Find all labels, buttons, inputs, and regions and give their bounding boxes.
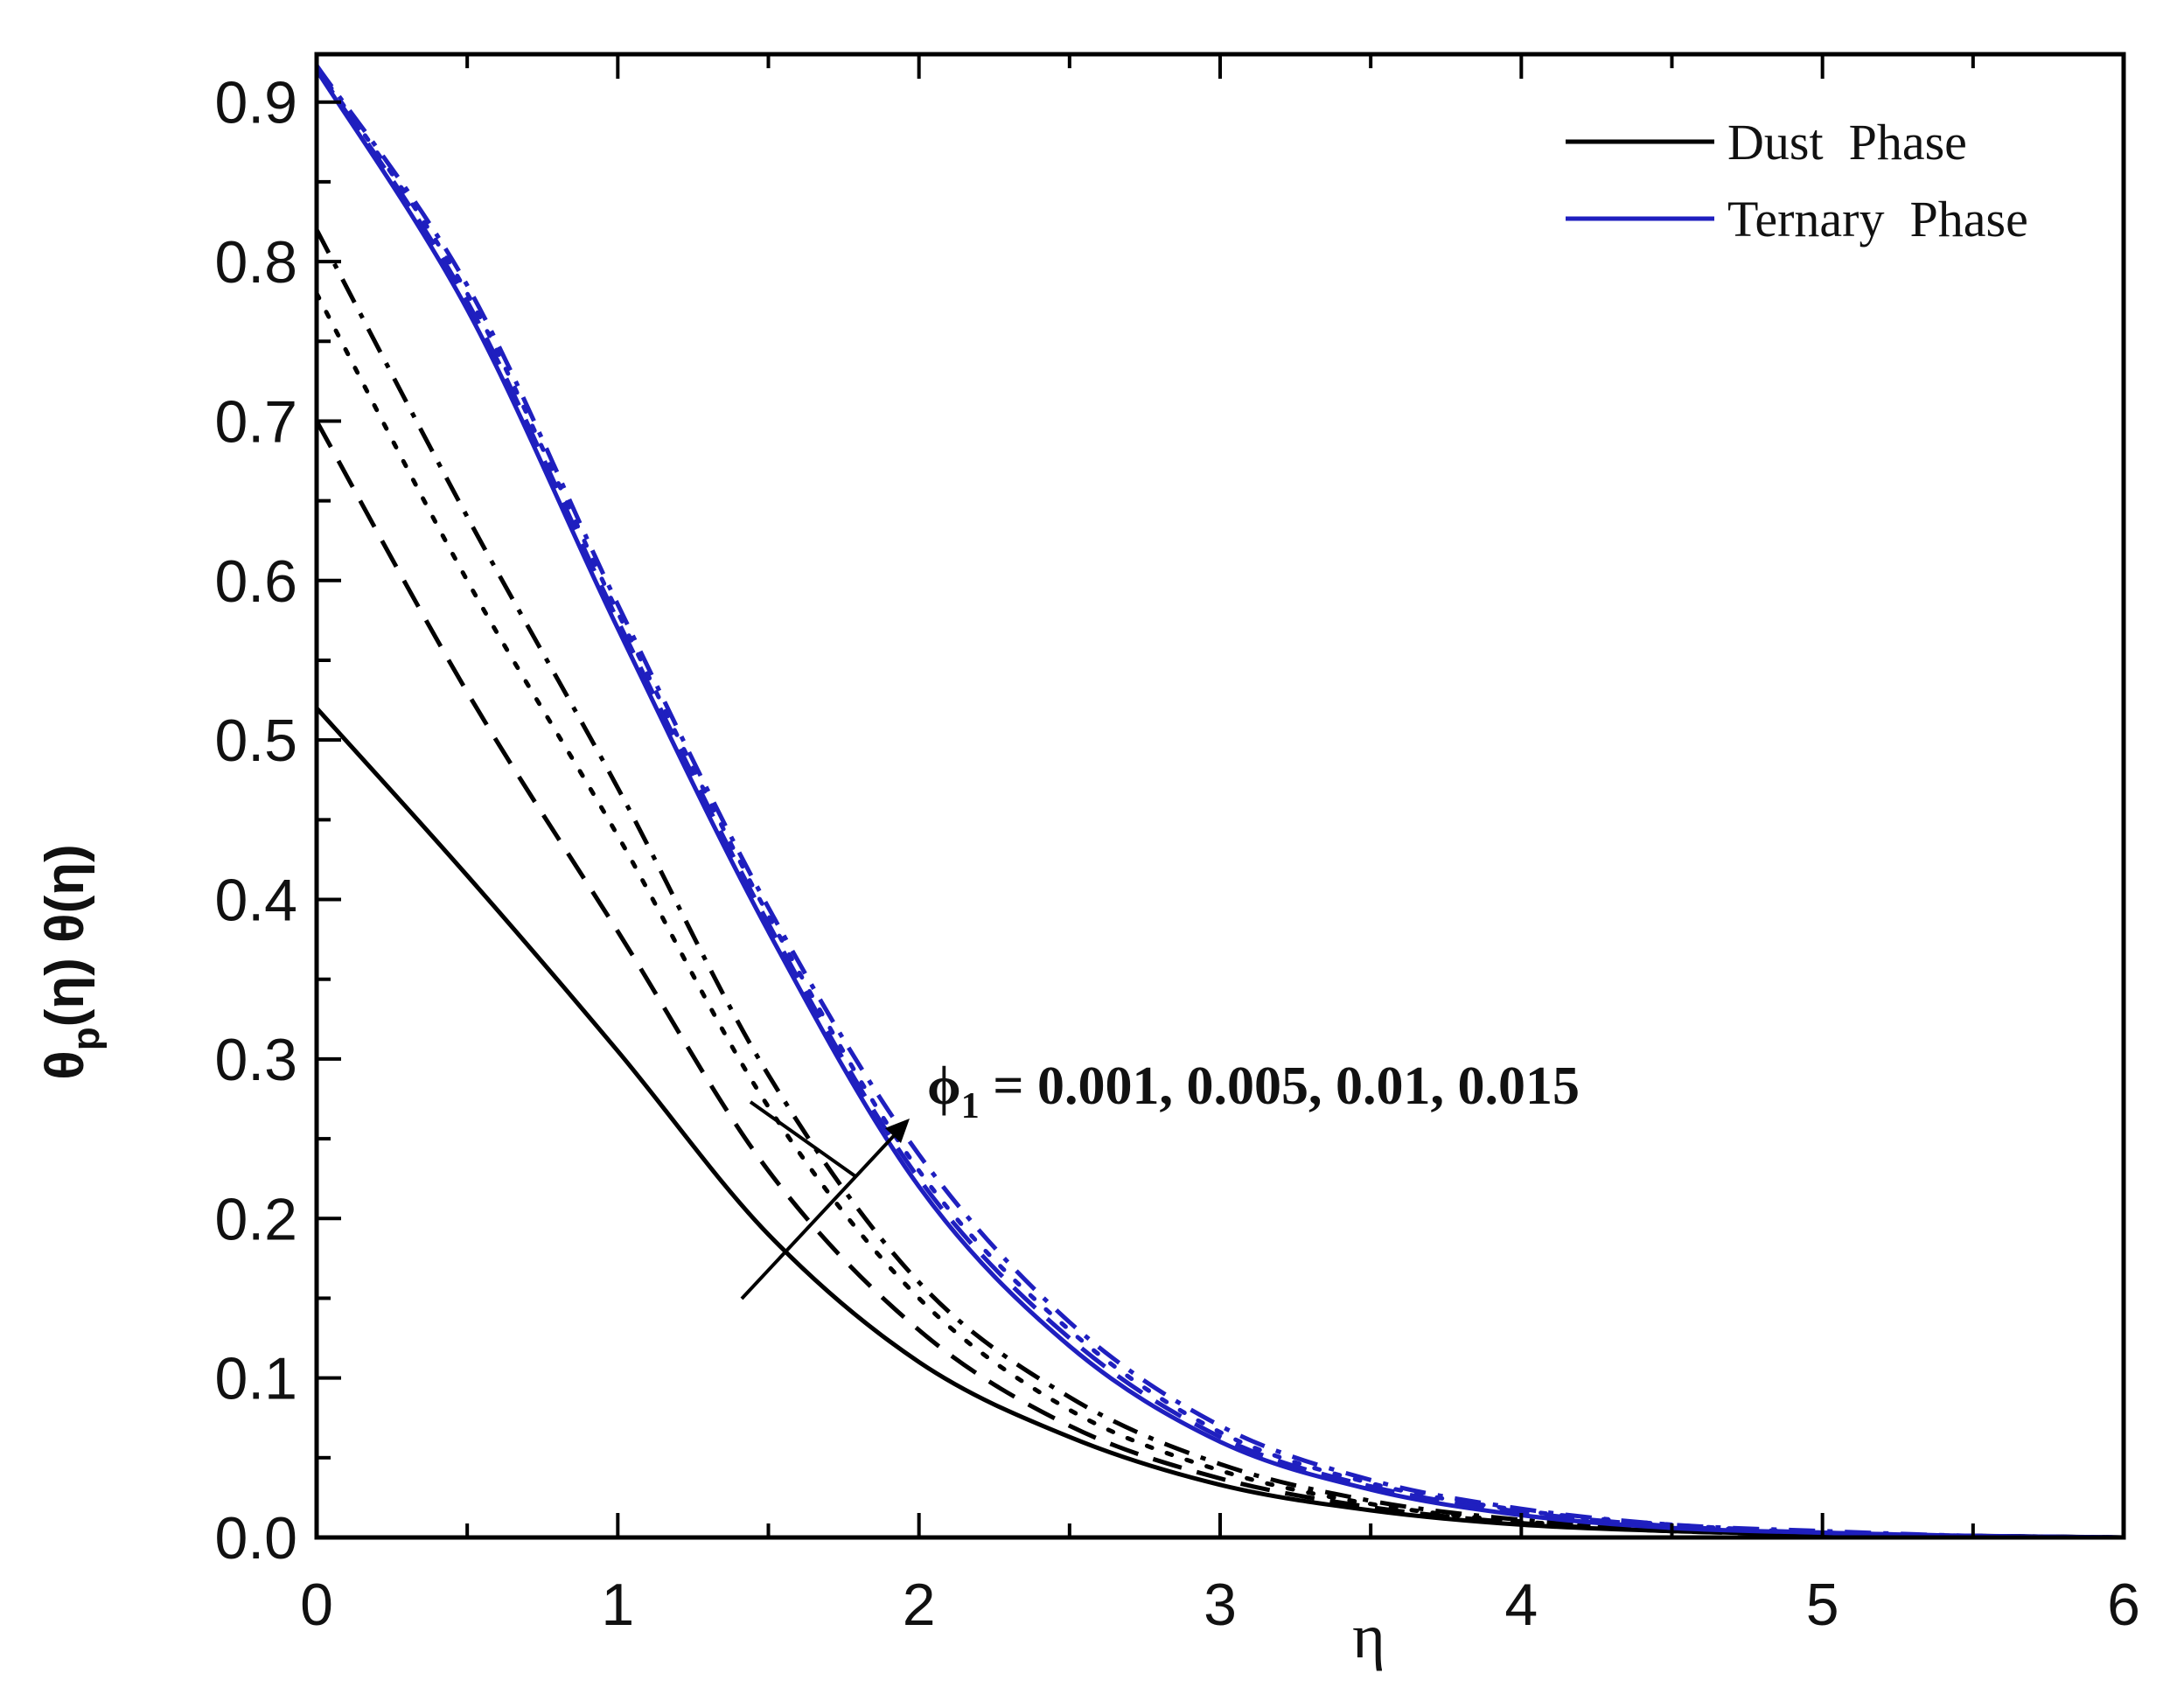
y-tick-label: 0.0	[214, 1505, 297, 1572]
x-tick-label: 3	[1204, 1572, 1237, 1638]
annotation-cross-line	[749, 1100, 857, 1178]
y-tick-label: 0.5	[214, 708, 297, 774]
series-line-ternary-solid	[314, 68, 2125, 1540]
y-tick-label: 0.4	[214, 868, 297, 934]
x-tick-label: 1	[601, 1572, 634, 1638]
axes: 0 1 2 3 4 5 6 0.0 0.1 0.2 0.3 0.4 0.5 0.6 0.7 0.8 0.9	[214, 52, 2140, 1638]
series-line-ternary-dotted	[314, 65, 2126, 1540]
x-tick-label: 6	[2107, 1572, 2140, 1638]
annotation-values: = 0.001, 0.005, 0.01, 0.015	[980, 1056, 1580, 1116]
y-tick-label: 0.2	[214, 1186, 297, 1252]
x-tick-label: 2	[903, 1572, 936, 1638]
annotation-subscript: 1	[961, 1086, 980, 1126]
y-tick-label: 0.9	[214, 70, 297, 136]
y-tick-label: 0.1	[214, 1346, 297, 1412]
annotation-text: ϕ1 = 0.001, 0.005, 0.01, 0.015	[927, 1056, 1580, 1126]
phi-annotation: ϕ1 = 0.001, 0.005, 0.01, 0.015	[740, 1056, 1580, 1300]
annotation-arrow-shaft	[740, 1126, 903, 1300]
legend-label-ternary: Ternary Phase	[1727, 191, 2028, 247]
y-tick-label: 0.8	[214, 229, 297, 296]
y-axis-label-theta: θ	[35, 1050, 95, 1080]
x-tick-label: 5	[1806, 1572, 1839, 1638]
series-line-dust-solid	[315, 707, 2125, 1540]
y-tick-label: 0.7	[214, 388, 297, 455]
annotation-phi: ϕ	[927, 1056, 961, 1116]
plot-frame	[314, 52, 2126, 1540]
legend: Dust Phase Ternary Phase	[1566, 114, 2028, 247]
x-axis-label: η	[1352, 1601, 1385, 1671]
y-tick-label: 0.6	[214, 548, 297, 615]
plot-area	[314, 64, 2126, 1540]
annotation-arrow-head	[885, 1119, 910, 1143]
y-axis-label-rest: (η) θ(η)	[35, 844, 95, 1027]
x-tick-label: 0	[300, 1572, 333, 1638]
series-line-ternary-dashed	[314, 67, 2125, 1540]
x-tick-label: 4	[1504, 1572, 1538, 1638]
y-tick-label: 0.3	[214, 1027, 297, 1093]
series-line-dust-dashed	[314, 420, 2125, 1540]
y-axis-label: θp(η) θ(η)	[35, 844, 108, 1079]
series-line-ternary-dashdot	[314, 64, 2125, 1540]
legend-label-dust: Dust Phase	[1727, 114, 1967, 171]
series-line-dust-dashdot	[314, 228, 2125, 1540]
series-line-dust-dotted	[314, 291, 2126, 1540]
y-axis-label-subscript: p	[65, 1027, 108, 1050]
